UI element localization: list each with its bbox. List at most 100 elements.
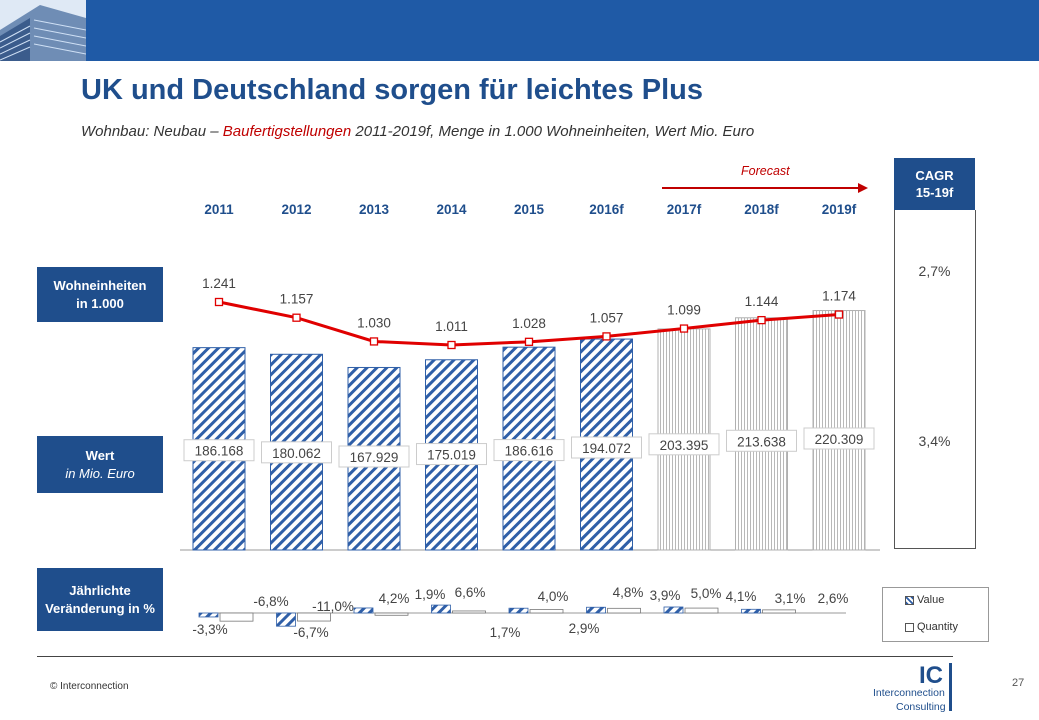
change-quantity-label: 2,9% [569,621,600,636]
year-label: 2013 [359,202,390,217]
subtitle-highlight: Baufertigstellungen [222,123,352,140]
value-row-label-line2: in Mio. Euro [65,465,135,481]
legend-item-quantity: Quantity [905,621,958,633]
change-row-label: Jährlichte Veränderung in % [37,568,163,631]
units-point [292,313,301,322]
year-label: 2019f [822,202,857,217]
units-label: 1.011 [435,319,468,334]
page-number: 27 [1012,677,1025,689]
units-point [602,332,611,341]
value-label-box [338,445,410,468]
change-value-label: 6,6% [455,585,486,600]
change-value-label: 4,2% [379,591,410,606]
units-label: 1.030 [357,315,391,330]
cagr-units-value: 2,7% [918,263,951,279]
logo-line2: Consulting [896,701,946,713]
legend: Value Quantity [882,587,989,642]
value-label-box [648,433,720,456]
units-label: 1.157 [280,292,314,307]
units-row-label-line2: in 1.000 [76,295,124,311]
forecast-arrowhead [858,183,868,193]
legend-swatch-quantity [905,622,914,632]
legend-swatch-value [905,595,914,605]
copyright: © Interconnection [50,681,129,692]
units-point [369,337,379,346]
value-label: 186.616 [505,444,554,459]
change-value-bar [431,604,451,614]
change-row-label-line2: Veränderung in % [45,600,155,616]
change-value-label: 4,0% [538,589,569,604]
cagr-header-line1: CAGR [915,168,954,183]
change-quantity-label: 4,1% [726,589,757,604]
forecast-label: Forecast [741,164,790,178]
change-value-label: -11,0% [312,599,354,614]
change-quantity-bar [374,612,409,616]
units-label: 1.099 [667,303,701,318]
cagr-value-value: 3,4% [918,433,951,449]
header-bar [0,0,1039,61]
value-label: 203.395 [660,438,709,453]
value-label-box [183,439,255,462]
units-row-label: Wohneinheiten in 1.000 [37,267,163,322]
value-label: 186.168 [195,444,244,459]
units-point [214,297,224,307]
value-label-box [571,436,642,459]
change-value-bar [276,612,296,627]
change-value-bar [353,607,374,614]
legend-label-value: Value [917,594,945,606]
value-label: 213.638 [737,434,786,449]
units-label: 1.241 [202,276,236,291]
cagr-header-line2: 15-19f [915,185,954,200]
change-quantity-bar [529,609,564,614]
change-value-bar [508,607,529,614]
year-label: 2015 [514,202,545,217]
change-value-label: 5,0% [691,586,722,601]
units-row-label-line1: Wohneinheiten [53,277,147,293]
footer-divider [37,656,953,657]
value-label-box [493,439,565,462]
legend-label-quantity: Quantity [917,621,958,633]
units-label: 1.057 [590,310,624,325]
change-quantity-bar [219,612,254,622]
value-label: 175.019 [427,448,476,463]
year-label: 2018f [744,202,779,217]
value-row-label: Wert in Mio. Euro [37,436,163,493]
units-point [524,337,534,346]
cagr-box [894,210,976,549]
change-value-bar [586,606,606,614]
change-value-label: 4,8% [613,585,644,600]
value-label-box [261,441,332,464]
logo-ic: IC [919,662,943,689]
change-quantity-label: 3,9% [650,588,681,603]
change-value-label: -3,3% [192,622,227,637]
change-value-bar [663,606,684,614]
units-label: 1.174 [822,289,856,304]
value-label-box [726,429,797,452]
value-label-box [803,427,875,450]
value-label: 220.309 [815,432,864,447]
change-quantity-bar [607,607,641,614]
year-label: 2017f [667,202,702,217]
subtitle-post: 2011-2019f, Menge in 1.000 Wohneinheiten… [351,123,755,140]
change-quantity-bar [762,609,796,614]
value-row-label-line1: Wert [85,447,115,463]
cagr-header: CAGR 15-19f [894,158,975,210]
value-label-box [416,443,487,466]
legend-item-value: Value [905,594,944,606]
change-quantity-bar [297,612,331,622]
change-value-bar [741,608,761,614]
change-quantity-bar [452,610,486,614]
company-logo: IC Interconnection Consulting [871,660,961,715]
change-quantity-label: 1,9% [415,587,446,602]
change-row-label-line1: Jährlichte [69,582,131,598]
page-subtitle: Wohnbau: Neubau – Baufertigstellungen 20… [81,123,754,140]
change-quantity-label: -6,8% [253,594,288,609]
value-label: 194.072 [582,441,631,456]
subtitle-pre: Wohnbau: Neubau – [81,123,223,140]
logo-bar [949,663,952,711]
year-label: 2012 [281,202,311,217]
change-quantity-label: 2,6% [818,591,849,606]
units-point [679,324,689,333]
year-label: 2011 [204,202,234,217]
